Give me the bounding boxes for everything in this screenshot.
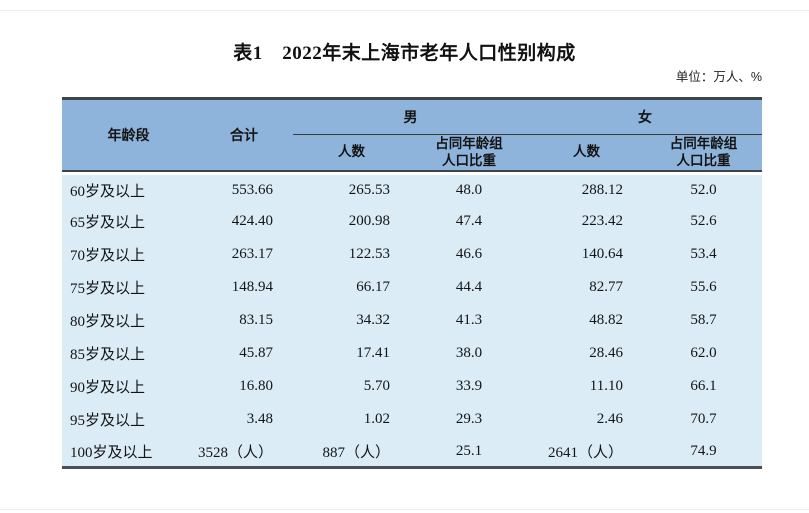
col-header-male-share: 占同年龄组 人口比重 [410,135,528,172]
cell-female-share: 55.6 [645,271,762,304]
cell-total: 83.15 [195,304,293,337]
cell-total: 3.48 [195,403,293,436]
table-row: 95岁及以上 3.48 1.02 29.3 2.46 70.7 [62,403,762,436]
cell-female-share: 52.0 [645,172,762,205]
table-row: 65岁及以上 424.40 200.98 47.4 223.42 52.6 [62,205,762,238]
cell-female-count: 11.10 [528,370,645,403]
cell-male-share: 41.3 [410,304,528,337]
col-header-female-count: 人数 [528,135,645,172]
cell-male-count: 5.70 [293,370,410,403]
table-row: 70岁及以上 263.17 122.53 46.6 140.64 53.4 [62,238,762,271]
table-header: 年龄段 合计 男 女 人数 占同年龄组 人口比重 人数 占同年龄组 人口比重 [62,97,762,172]
cell-female-count: 223.42 [528,205,645,238]
cell-age: 90岁及以上 [62,370,195,403]
cell-total: 424.40 [195,205,293,238]
cell-male-share: 47.4 [410,205,528,238]
table-title: 表1 2022年末上海市老年人口性别构成 [233,43,576,64]
cell-female-count: 2.46 [528,403,645,436]
table-body: 60岁及以上 553.66 265.53 48.0 288.12 52.0 65… [62,172,762,469]
cell-age: 75岁及以上 [62,271,195,304]
cell-male-share: 25.1 [410,436,528,469]
col-header-female-share: 占同年龄组 人口比重 [645,135,762,172]
col-header-total: 合计 [195,97,293,172]
cell-female-count: 288.12 [528,172,645,205]
cell-female-share: 58.7 [645,304,762,337]
cell-female-count: 2641（人） [528,436,645,469]
cell-total: 16.80 [195,370,293,403]
unit-note: 单位：万人、% [675,70,762,84]
cell-total: 263.17 [195,238,293,271]
col-header-female: 女 [528,97,762,135]
cell-male-count: 66.17 [293,271,410,304]
cell-total: 3528（人） [195,436,293,469]
share-header-line2: 人口比重 [676,152,731,168]
cell-female-count: 82.77 [528,271,645,304]
cell-male-count: 887（人） [293,436,410,469]
cell-total: 148.94 [195,271,293,304]
cell-female-count: 28.46 [528,337,645,370]
cell-male-share: 46.6 [410,238,528,271]
cell-male-share: 33.9 [410,370,528,403]
col-header-male-count: 人数 [293,135,410,172]
population-table: 年龄段 合计 男 女 人数 占同年龄组 人口比重 人数 占同年龄组 人口比重 60岁… [62,97,762,469]
cell-male-share: 38.0 [410,337,528,370]
cell-female-count: 140.64 [528,238,645,271]
cell-male-share: 44.4 [410,271,528,304]
cell-age: 60岁及以上 [62,172,195,205]
cell-male-count: 17.41 [293,337,410,370]
cell-age: 100岁及以上 [62,436,195,469]
table-row: 75岁及以上 148.94 66.17 44.4 82.77 55.6 [62,271,762,304]
table-row: 90岁及以上 16.80 5.70 33.9 11.10 66.1 [62,370,762,403]
col-header-age-group: 年龄段 [62,97,195,172]
bottom-divider [0,509,809,510]
table-row: 60岁及以上 553.66 265.53 48.0 288.12 52.0 [62,172,762,205]
cell-male-count: 265.53 [293,172,410,205]
cell-female-share: 74.9 [645,436,762,469]
cell-male-share: 48.0 [410,172,528,205]
cell-male-count: 34.32 [293,304,410,337]
cell-female-share: 53.4 [645,238,762,271]
cell-age: 65岁及以上 [62,205,195,238]
share-header-line1: 占同年龄组 [669,135,738,151]
cell-male-count: 200.98 [293,205,410,238]
col-header-male: 男 [293,97,528,135]
cell-female-share: 52.6 [645,205,762,238]
share-header-line1: 占同年龄组 [435,135,503,151]
table-row: 80岁及以上 83.15 34.32 41.3 48.82 58.7 [62,304,762,337]
table-row: 100岁及以上 3528（人） 887（人） 25.1 2641（人） 74.9 [62,436,762,469]
cell-total: 553.66 [195,172,293,205]
cell-male-count: 1.02 [293,403,410,436]
cell-age: 95岁及以上 [62,403,195,436]
cell-age: 70岁及以上 [62,238,195,271]
cell-female-share: 62.0 [645,337,762,370]
cell-female-share: 66.1 [645,370,762,403]
top-divider [0,10,809,11]
cell-male-share: 29.3 [410,403,528,436]
cell-total: 45.87 [195,337,293,370]
cell-female-share: 70.7 [645,403,762,436]
cell-age: 85岁及以上 [62,337,195,370]
share-header-line2: 人口比重 [442,152,496,168]
table-row: 85岁及以上 45.87 17.41 38.0 28.46 62.0 [62,337,762,370]
cell-age: 80岁及以上 [62,304,195,337]
cell-male-count: 122.53 [293,238,410,271]
cell-female-count: 48.82 [528,304,645,337]
